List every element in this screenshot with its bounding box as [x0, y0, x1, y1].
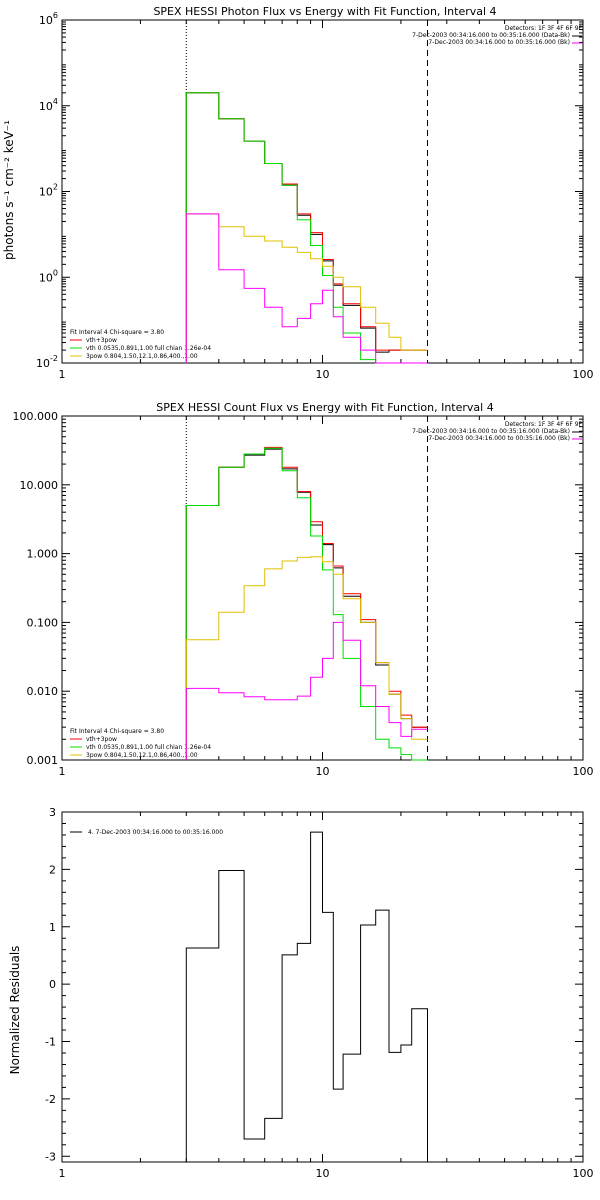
series-residuals-line	[185, 831, 428, 1162]
y-tick-label: 10.000	[20, 479, 59, 492]
chart-title: SPEX HESSI Photon Flux vs Energy with Fi…	[153, 5, 496, 18]
chart-title: SPEX HESSI Count Flux vs Energy with Fit…	[156, 401, 493, 414]
y-tick-exponent: 0	[53, 268, 58, 277]
series-background-line	[185, 213, 428, 364]
x-tick-label: 1	[59, 765, 66, 778]
legend-total: vth+3pow	[86, 736, 117, 743]
legend-nonthermal: 3pow 0.804,1.50,12.1,0.86,400.,1.00	[86, 353, 198, 360]
y-tick-exponent: 2	[53, 183, 58, 192]
y-axis-label: photons s⁻¹ cm⁻² keV⁻¹	[2, 120, 16, 260]
y-tick-label: -3	[45, 1150, 56, 1163]
x-tick-label: 1	[59, 1167, 66, 1180]
fit-interval-legend: Fit Interval 4 Chi-square = 3.80	[70, 329, 164, 336]
series-background-line	[185, 621, 428, 760]
legend-thermal: vth 0.0535,0.891,1.00 full chian 1.26e-0…	[86, 744, 211, 751]
x-tick-label: 10	[316, 368, 330, 381]
y-tick-label: 2	[49, 863, 56, 876]
y-tick-label: 0	[49, 978, 56, 991]
data-interval-label: 7-Dec-2003 00:34:16.000 to 00:35:16.000 …	[412, 428, 570, 435]
legend-thermal: vth 0.0535,0.891,1.00 full chian 1.26e-0…	[86, 345, 211, 352]
y-tick-label: -1	[45, 1036, 56, 1049]
y-tick-label: 1	[49, 921, 56, 934]
y-tick-label: -2	[45, 1093, 56, 1106]
series-nonthermal-line	[185, 213, 428, 363]
series-thermal-line	[185, 447, 428, 761]
count-flux-panel: SPEX HESSI Count Flux vs Energy with Fit…	[13, 401, 594, 778]
background-interval-label: 7-Dec-2003 00:34:16.000 to 00:35:16.000 …	[428, 39, 570, 46]
x-tick-label: 10	[316, 765, 330, 778]
y-axis-label: Normalized Residuals	[8, 946, 22, 1075]
legend-interval: 4. 7-Dec-2003 00:34:16.000 to 00:35:16.0…	[88, 829, 223, 836]
y-tick-exponent: -2	[50, 354, 58, 363]
legend-total: vth+3pow	[86, 337, 117, 344]
residuals-panel: Normalized Residuals 4. 7-Dec-2003 00:34…	[8, 806, 594, 1180]
x-tick-label: 100	[573, 765, 594, 778]
detectors-label: Detectors: 1F 3F 4F 6F 9F	[505, 25, 583, 32]
y-tick-label: 0.010	[27, 685, 59, 698]
data-interval-label: 7-Dec-2003 00:34:16.000 to 00:35:16.000 …	[412, 32, 570, 39]
x-tick-label: 100	[573, 1167, 594, 1180]
y-tick-label: 1.000	[27, 548, 59, 561]
y-tick-label: 0.100	[27, 616, 59, 629]
y-tick-label: 100.000	[13, 410, 59, 423]
x-tick-label: 10	[316, 1167, 330, 1180]
x-tick-label: 100	[573, 368, 594, 381]
detectors-label: Detectors: 1F 3F 4F 6F 9F	[505, 421, 583, 428]
series-nonthermal-line	[185, 556, 428, 760]
background-interval-label: 7-Dec-2003 00:34:16.000 to 00:35:16.000 …	[428, 435, 570, 442]
fit-interval-legend: Fit Interval 4 Chi-square = 3.80	[70, 728, 164, 735]
legend-nonthermal: 3pow 0.804,1.50,12.1,0.86,400.,1.00	[86, 752, 198, 759]
y-tick-exponent: 6	[53, 11, 58, 20]
y-tick-label: 0.001	[27, 754, 59, 767]
y-tick-label: 3	[49, 806, 56, 819]
y-tick-exponent: 4	[53, 97, 58, 106]
x-tick-label: 1	[59, 368, 66, 381]
